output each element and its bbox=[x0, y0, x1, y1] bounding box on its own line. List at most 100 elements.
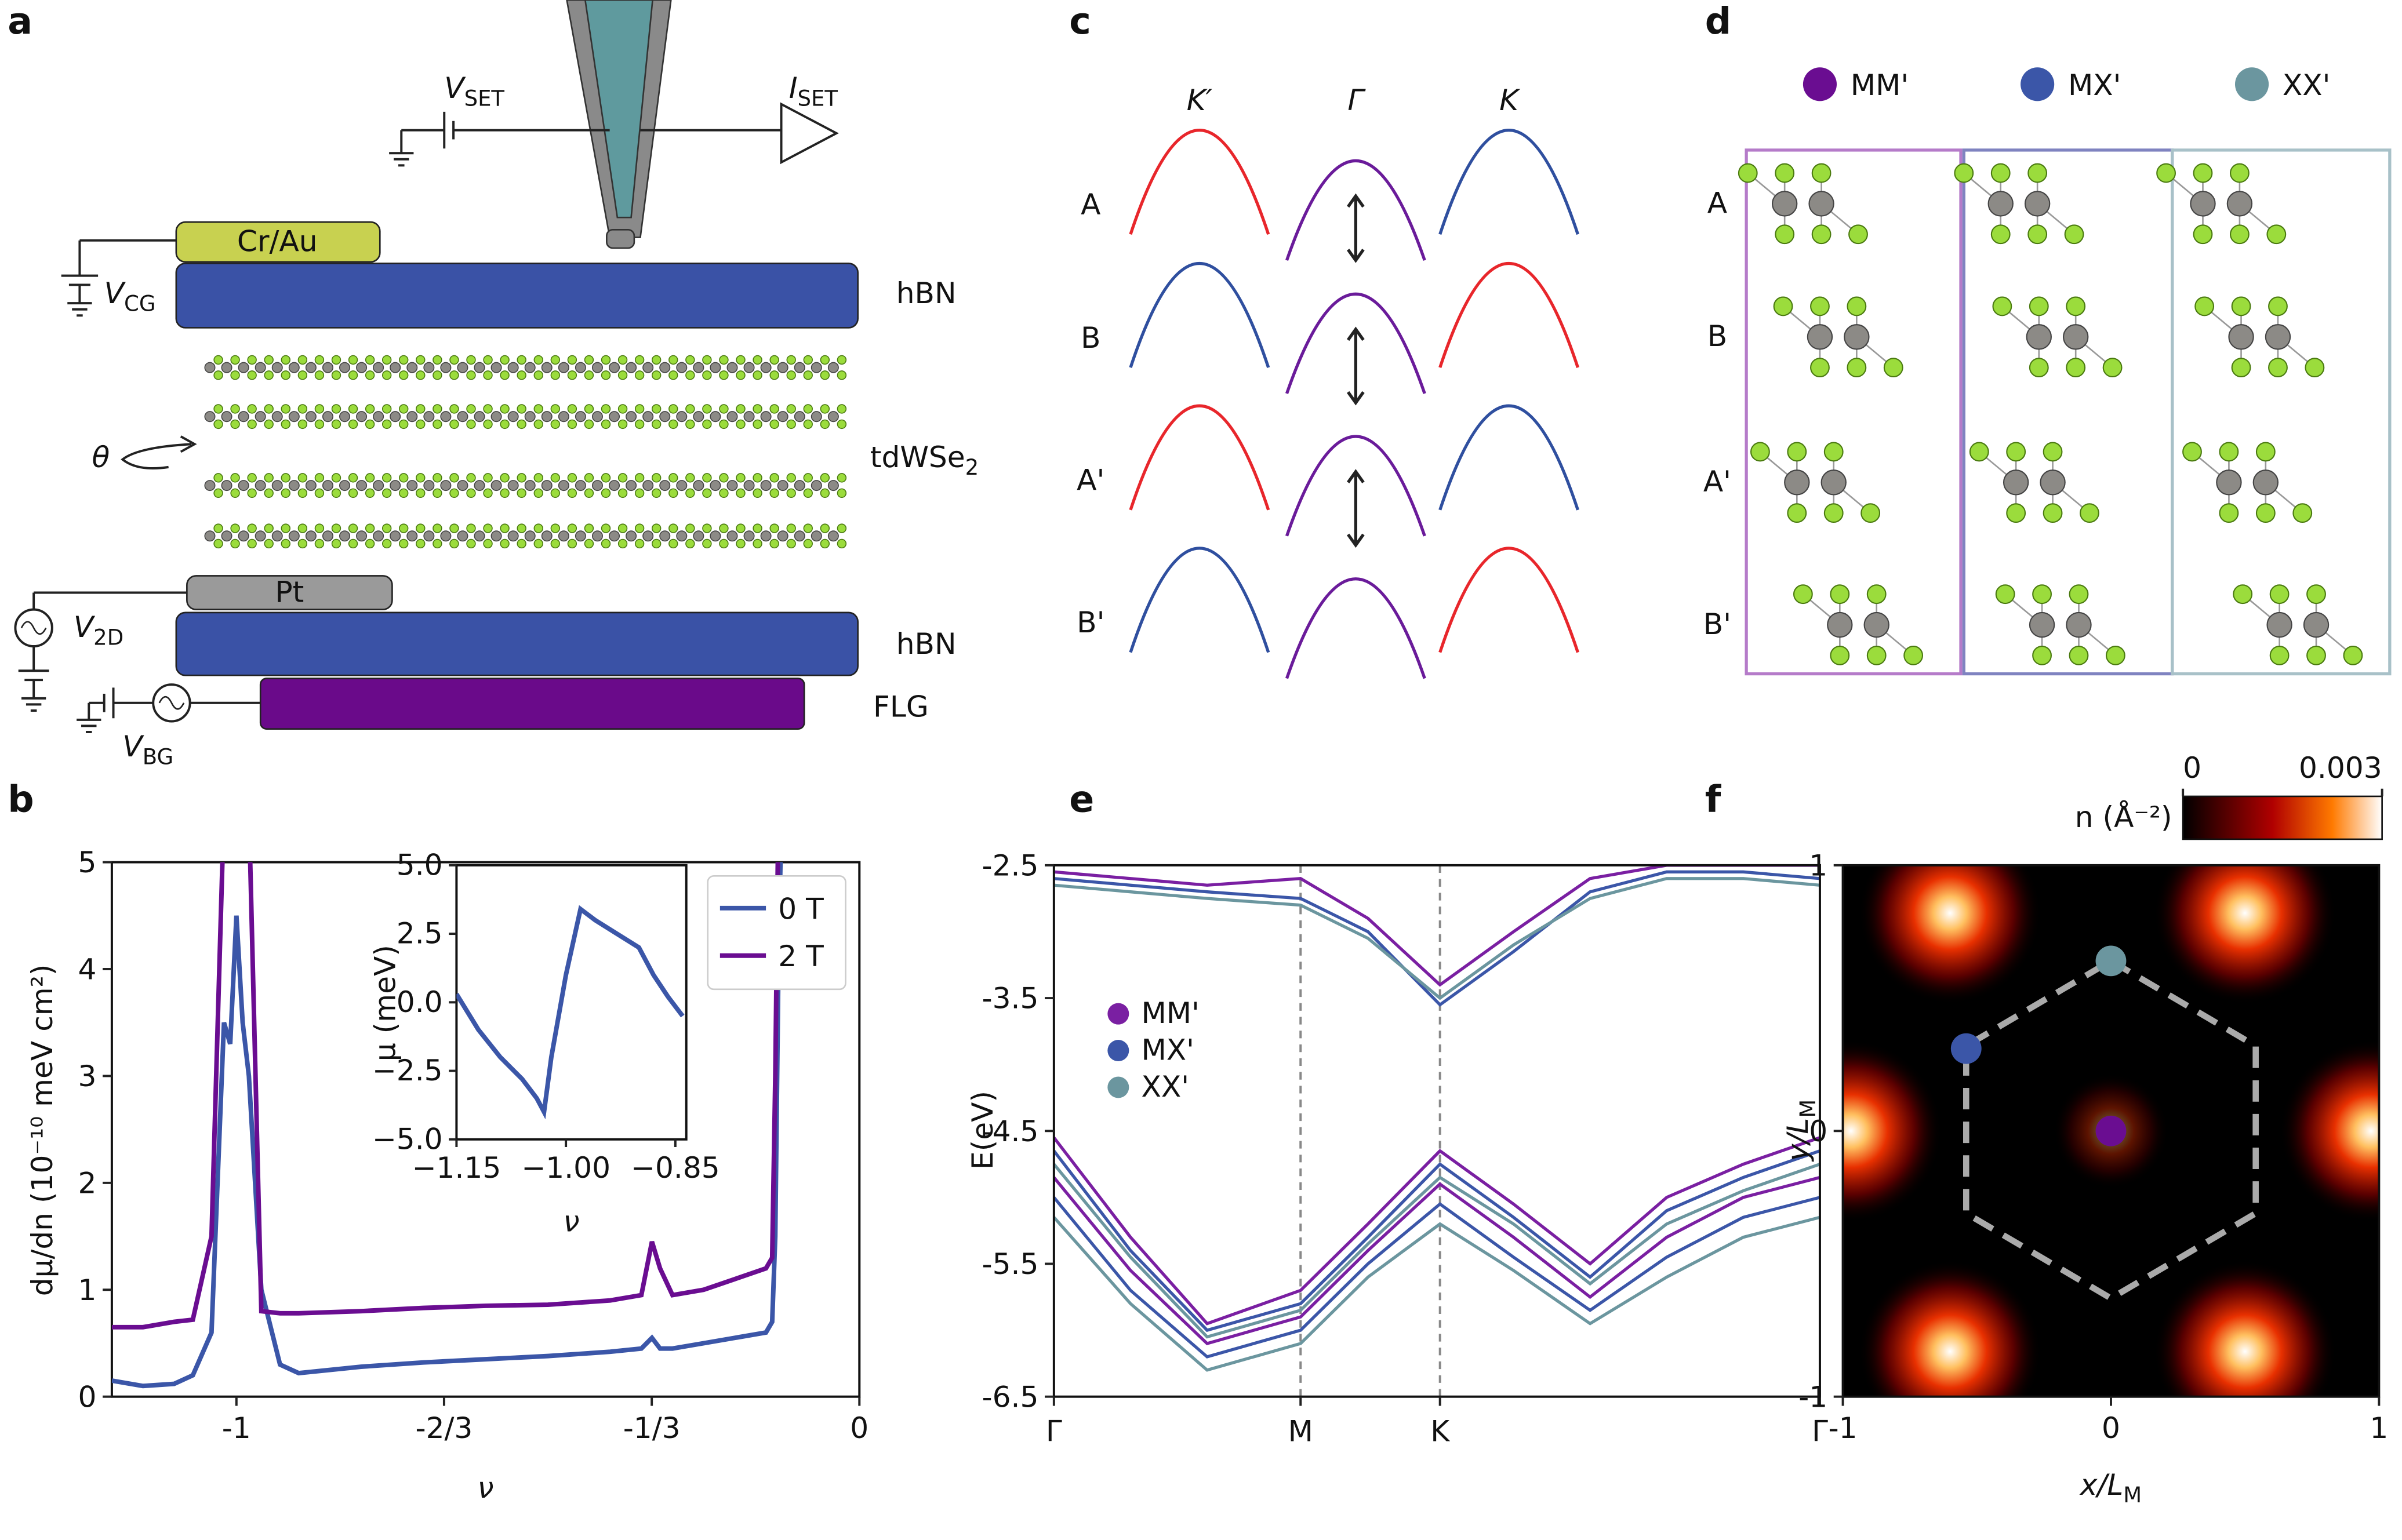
atom bbox=[803, 419, 813, 429]
x-tick-label: K bbox=[1430, 1414, 1450, 1448]
atom bbox=[449, 473, 459, 483]
se-atom bbox=[2193, 163, 2213, 183]
atom bbox=[500, 404, 510, 414]
atom bbox=[399, 523, 409, 533]
se-atom bbox=[2027, 163, 2048, 183]
atom bbox=[365, 404, 375, 414]
se-atom bbox=[2043, 503, 2063, 523]
atom bbox=[373, 411, 384, 423]
band-parabola bbox=[1285, 159, 1426, 261]
se-atom bbox=[1954, 163, 1974, 183]
layer-label: B bbox=[1707, 319, 1727, 353]
atom bbox=[483, 488, 493, 498]
se-atom bbox=[2306, 645, 2326, 665]
atom bbox=[466, 488, 476, 498]
atom bbox=[533, 523, 543, 533]
atom bbox=[652, 419, 662, 429]
arrowhead bbox=[180, 435, 197, 453]
se-atom bbox=[2255, 442, 2276, 462]
atom bbox=[314, 355, 325, 365]
band bbox=[1053, 1215, 1820, 1372]
atom bbox=[449, 488, 459, 498]
atom bbox=[213, 538, 223, 549]
atom bbox=[339, 530, 351, 542]
top-hbn-label: hBN bbox=[896, 276, 957, 310]
stacking-marker bbox=[2095, 1115, 2127, 1146]
atom bbox=[719, 488, 729, 498]
atom bbox=[433, 419, 442, 429]
atom bbox=[365, 488, 375, 498]
atom bbox=[356, 411, 368, 423]
colorbar-tick-label: 0 bbox=[2183, 751, 2201, 785]
atom bbox=[524, 411, 536, 423]
atom bbox=[626, 411, 637, 423]
x-tick-label: −1.00 bbox=[521, 1151, 611, 1185]
y-tick-label: -2.5 bbox=[982, 848, 1038, 882]
x-axis-label: x/LM bbox=[2079, 1468, 2142, 1508]
atom bbox=[449, 538, 459, 549]
atom bbox=[541, 362, 553, 373]
atom bbox=[575, 480, 586, 492]
atom bbox=[659, 480, 671, 492]
atom bbox=[517, 523, 526, 533]
atom bbox=[348, 473, 358, 483]
atom bbox=[433, 355, 442, 365]
se-atom bbox=[1830, 584, 1850, 605]
atom bbox=[837, 538, 847, 549]
atom bbox=[297, 355, 308, 365]
valley-label: Γ bbox=[1347, 83, 1366, 117]
atom bbox=[601, 523, 611, 533]
atom bbox=[837, 404, 847, 414]
atom bbox=[659, 530, 671, 542]
atom bbox=[449, 355, 459, 365]
atom bbox=[668, 355, 678, 365]
w-atom bbox=[2216, 469, 2242, 496]
y-tick-label: 2.5 bbox=[397, 916, 443, 951]
atom bbox=[365, 355, 375, 365]
sample-label-sub: 2 bbox=[965, 455, 979, 480]
atom bbox=[281, 523, 290, 533]
series-line bbox=[111, 862, 780, 1330]
atom bbox=[668, 488, 678, 498]
atom bbox=[517, 473, 526, 483]
w-atom bbox=[1808, 191, 1834, 217]
se-atom bbox=[2306, 584, 2326, 605]
se-atom bbox=[2006, 442, 2026, 462]
band-parabola bbox=[1129, 404, 1270, 511]
y-tick-label: 0 bbox=[1809, 1114, 1827, 1148]
w-atom bbox=[1827, 611, 1853, 638]
atom bbox=[652, 488, 662, 498]
legend-label: MM' bbox=[1851, 68, 1909, 102]
atom bbox=[517, 404, 526, 414]
atom bbox=[348, 538, 358, 549]
flg-label: FLG bbox=[873, 690, 929, 724]
v-bg-label-sub: BG bbox=[143, 744, 173, 769]
atom bbox=[652, 370, 662, 380]
atom bbox=[584, 488, 594, 498]
atom bbox=[314, 404, 325, 414]
atom bbox=[247, 523, 257, 533]
atom bbox=[433, 523, 442, 533]
w-atom bbox=[2190, 191, 2216, 217]
atom bbox=[702, 419, 712, 429]
atom bbox=[591, 411, 603, 423]
atom bbox=[314, 523, 325, 533]
atom bbox=[567, 370, 577, 380]
atom bbox=[399, 404, 409, 414]
atom bbox=[238, 411, 249, 423]
atom bbox=[567, 473, 577, 483]
w-atom bbox=[2228, 324, 2254, 350]
atom bbox=[719, 419, 729, 429]
atom bbox=[760, 362, 772, 373]
y-axis-label-sub: M bbox=[1796, 1100, 1820, 1118]
atom bbox=[753, 523, 762, 533]
atom bbox=[642, 480, 654, 492]
se-atom bbox=[1811, 163, 1832, 183]
atom bbox=[609, 362, 620, 373]
atom bbox=[558, 362, 569, 373]
y-tick-label: 2 bbox=[78, 1166, 97, 1200]
atom bbox=[305, 411, 317, 423]
atom bbox=[322, 362, 333, 373]
w-atom bbox=[2303, 611, 2330, 638]
